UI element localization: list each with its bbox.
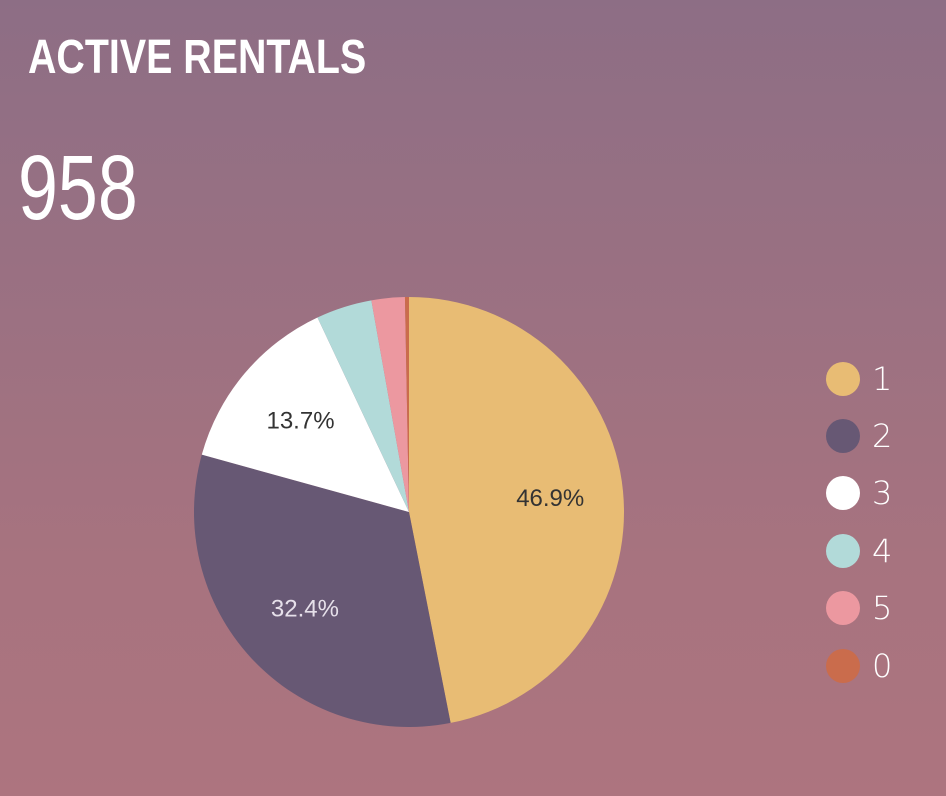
pie-slice-2[interactable] [194, 454, 451, 727]
legend-item-4[interactable]: 4 [826, 522, 892, 579]
legend-swatch [826, 533, 860, 568]
legend-label: 0 [872, 646, 893, 685]
slice-label-3: 13.7% [266, 408, 334, 435]
pie-slice-5[interactable] [371, 297, 409, 512]
legend-label: 5 [872, 589, 893, 628]
legend: 1 2 3 4 5 0 [826, 350, 892, 694]
legend-item-0[interactable]: 0 [826, 637, 892, 694]
legend-label: 2 [872, 417, 893, 456]
legend-item-3[interactable]: 3 [826, 465, 892, 522]
legend-label: 1 [872, 359, 893, 398]
pie-slice-3[interactable] [201, 317, 409, 512]
pie-slice-1[interactable] [409, 297, 624, 723]
pie-slice-4[interactable] [317, 300, 409, 512]
legend-label: 3 [872, 474, 893, 513]
chart-title: ACTIVE RENTALS [28, 31, 367, 84]
legend-label: 4 [872, 531, 893, 570]
legend-swatch [826, 476, 860, 511]
legend-item-1[interactable]: 1 [826, 350, 892, 407]
legend-swatch [826, 591, 860, 626]
pie-slice-0[interactable] [404, 297, 409, 512]
legend-swatch [826, 361, 860, 396]
legend-swatch [826, 419, 860, 454]
slice-label-1: 46.9% [516, 485, 584, 512]
legend-item-2[interactable]: 2 [826, 407, 892, 464]
legend-swatch [826, 648, 860, 683]
legend-item-5[interactable]: 5 [826, 580, 892, 637]
total-count: 958 [18, 137, 138, 239]
slice-label-2: 32.4% [271, 595, 339, 622]
